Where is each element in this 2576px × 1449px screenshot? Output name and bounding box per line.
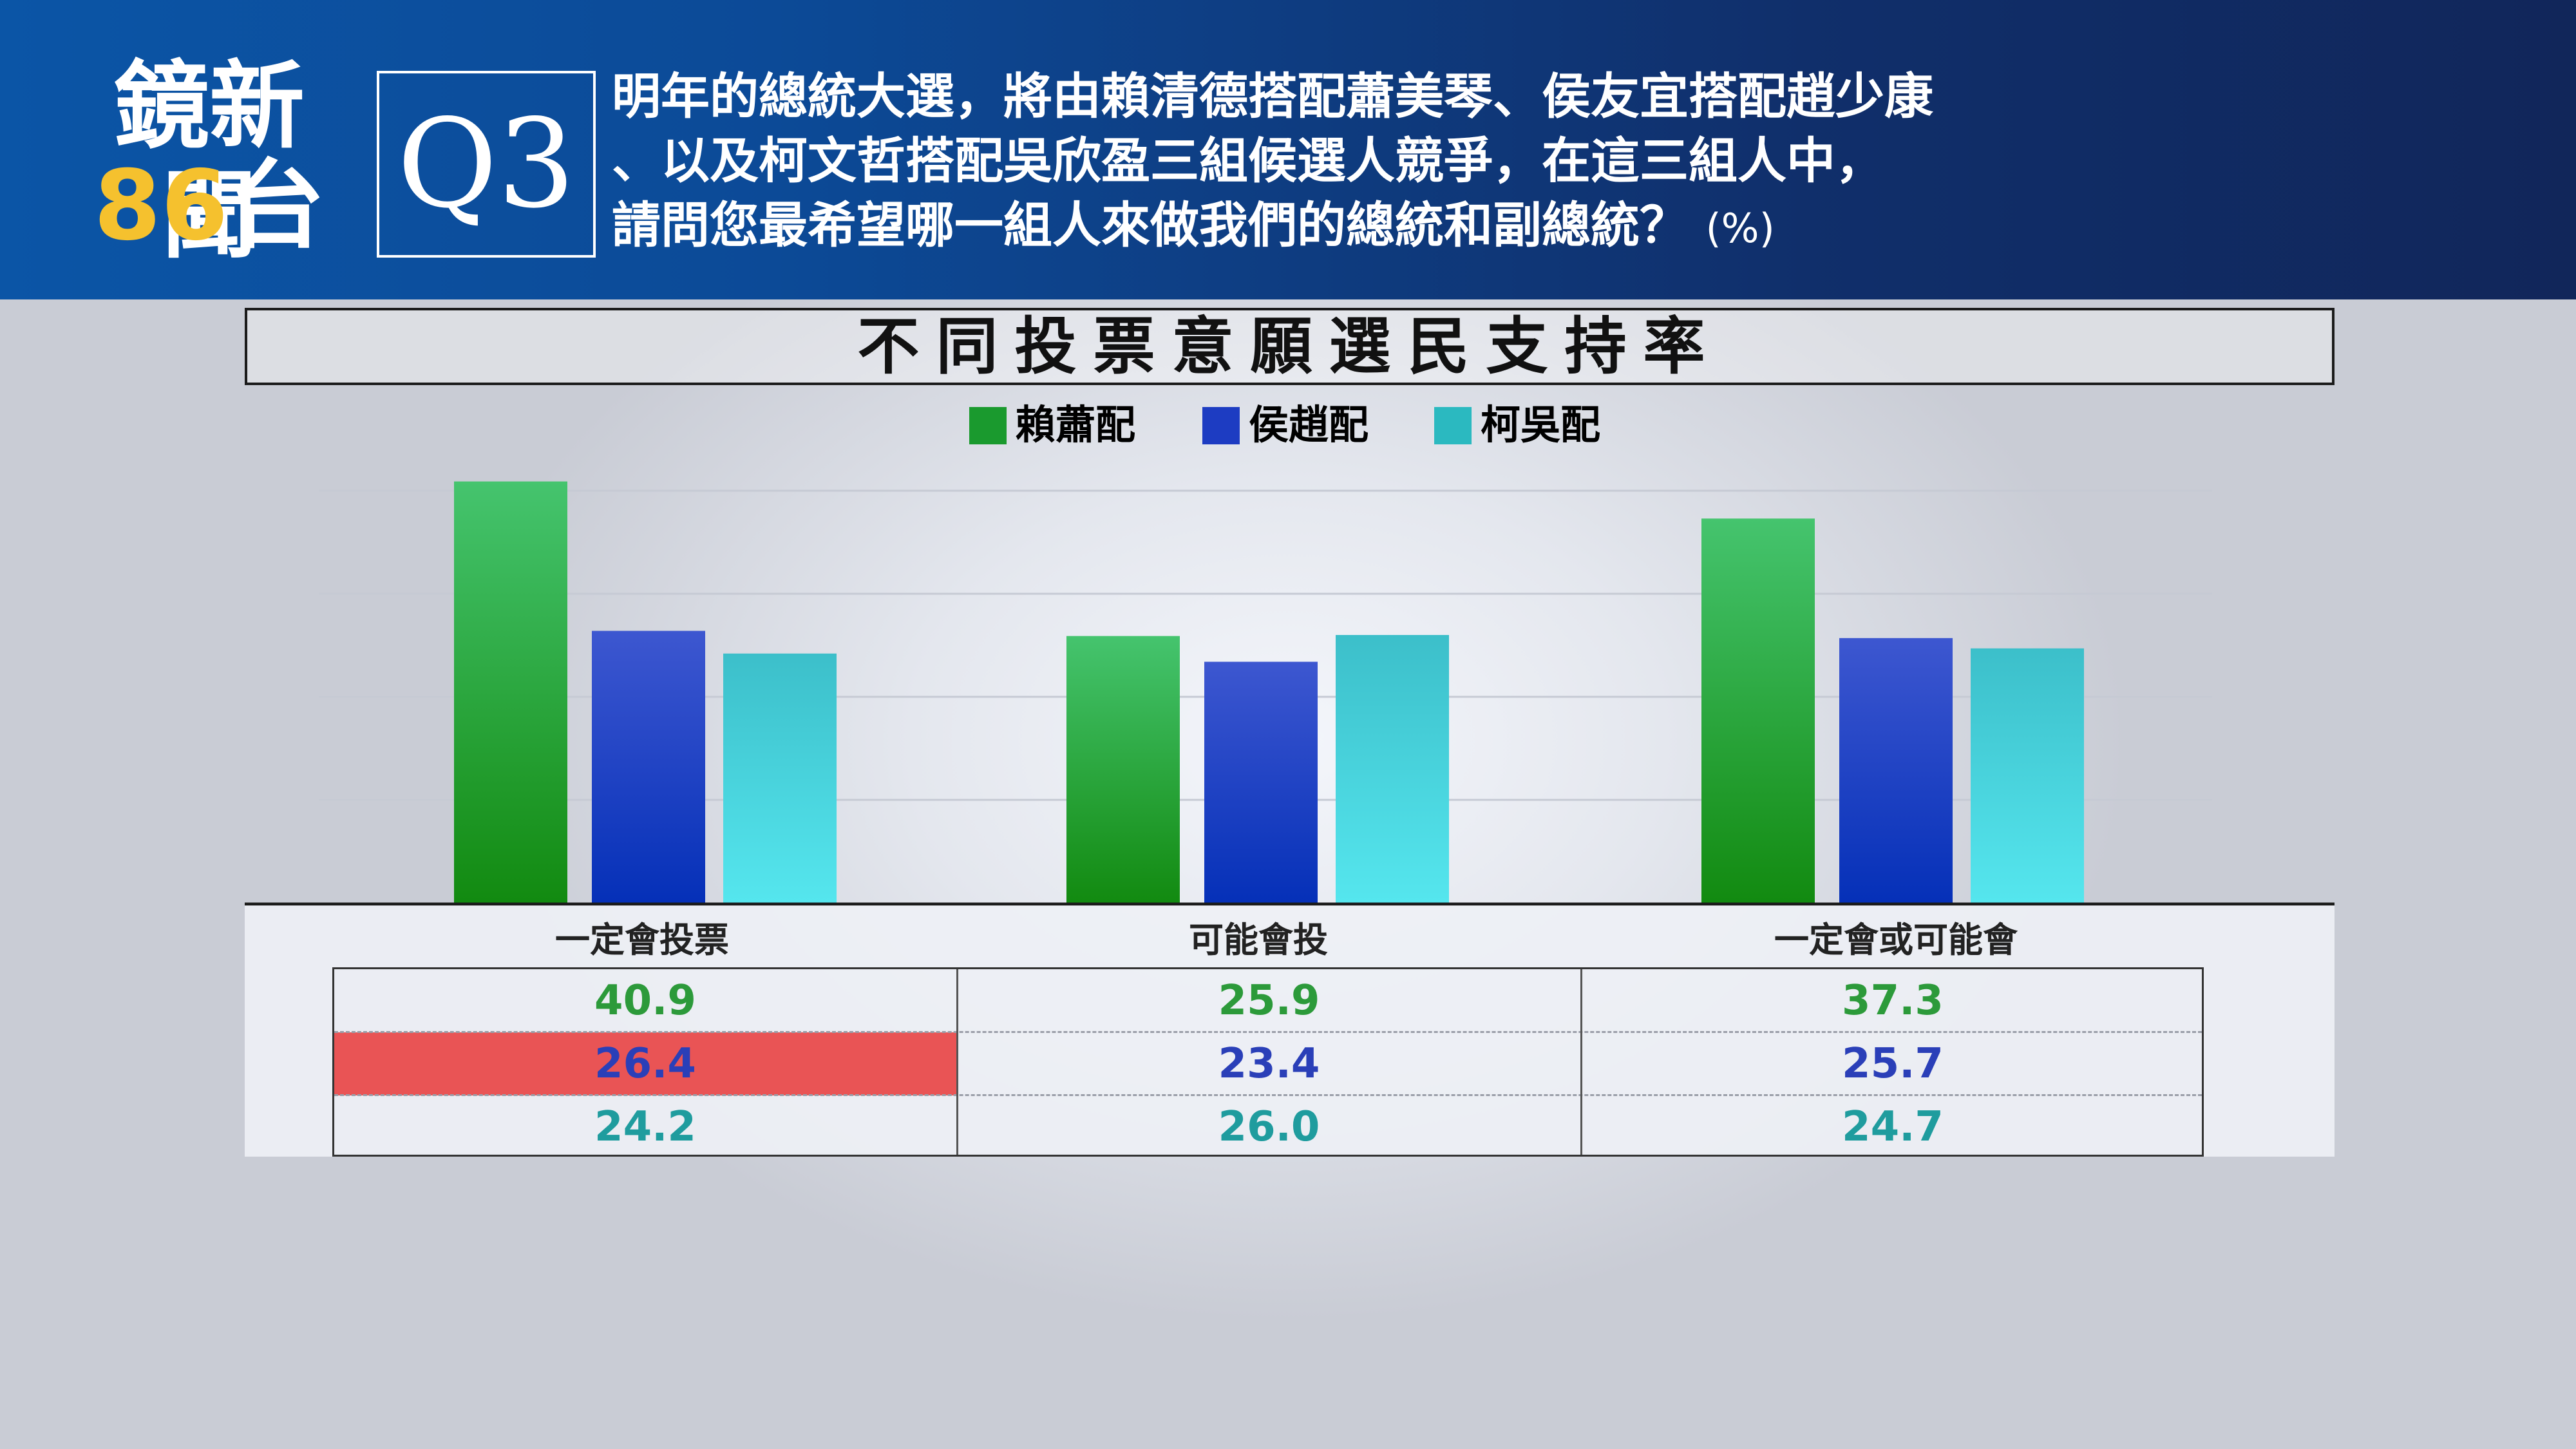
legend-label-lai-hsiao: 賴蕭配 <box>1016 401 1136 448</box>
value-label-hou-chao-0: 26.4 <box>594 1040 696 1088</box>
question-number: Q3 <box>377 71 596 258</box>
question-unit: (%) <box>1705 205 1775 252</box>
value-label-ko-wu-1: 26.0 <box>1218 1103 1320 1151</box>
bar-lai-hsiao-0 <box>454 481 567 903</box>
value-label-hou-chao-2: 25.7 <box>1842 1040 1944 1088</box>
legend-label-hou-chao: 侯趙配 <box>1249 401 1369 448</box>
bar-hou-chao-1 <box>1204 661 1318 903</box>
value-label-hou-chao-1: 23.4 <box>1218 1040 1320 1088</box>
channel-number: 86台 <box>71 155 348 258</box>
value-label-ko-wu-0: 24.2 <box>594 1103 696 1151</box>
table-row-divider <box>334 1031 2202 1033</box>
legend-swatch-lai-hsiao <box>969 407 1007 444</box>
question-line-2: 、以及柯文哲搭配吳欣盈三組候選人競爭，在這三組人中， <box>612 132 1884 189</box>
channel-number-suffix: 台 <box>228 150 325 262</box>
bar-lai-hsiao-2 <box>1701 518 1815 903</box>
question-line-3-text: 請問您最希望哪一組人來做我們的總統和副總統？ <box>612 196 1689 254</box>
bar-ko-wu-2 <box>1971 648 2084 903</box>
channel-logo: 鏡新聞 86台 <box>71 52 348 270</box>
table-column-divider <box>1580 969 1582 1155</box>
value-label-ko-wu-2: 24.7 <box>1842 1103 1944 1151</box>
value-label-lai-hsiao-1: 25.9 <box>1218 977 1320 1025</box>
value-label-lai-hsiao-2: 37.3 <box>1842 977 1944 1025</box>
category-label-may-vote: 可能會投 <box>1189 920 1328 960</box>
table-row-divider <box>334 1094 2202 1096</box>
chart-title: 不同投票意願選民支持率 <box>245 308 2334 385</box>
bar-ko-wu-1 <box>1336 635 1449 903</box>
question-line-1: 明年的總統大選，將由賴清德搭配蕭美琴、侯友宜搭配趙少康 <box>612 68 1933 125</box>
question-text: 明年的總統大選，將由賴清德搭配蕭美琴、侯友宜搭配趙少康 、以及柯文哲搭配吳欣盈三… <box>612 64 2125 261</box>
table-column-divider <box>956 969 958 1155</box>
legend-swatch-hou-chao <box>1202 407 1240 444</box>
value-label-lai-hsiao-0: 40.9 <box>594 977 696 1025</box>
legend-label-ko-wu: 柯吳配 <box>1481 401 1601 448</box>
bar-hou-chao-0 <box>592 630 705 903</box>
category-label-definitely-or-may: 一定會或可能會 <box>1774 920 2018 960</box>
data-table: 40.9 25.9 37.3 26.4 23.4 25.7 24.2 26.0 24.7 <box>332 967 2204 1157</box>
legend-swatch-ko-wu <box>1434 407 1472 444</box>
brand-name: 鏡新聞 <box>114 51 305 271</box>
highlight-cell <box>334 1032 958 1095</box>
category-label-definitely-vote: 一定會投票 <box>555 920 729 960</box>
question-line-3: 請問您最希望哪一組人來做我們的總統和副總統？ (%) <box>612 193 2125 261</box>
bar-ko-wu-0 <box>723 653 837 903</box>
channel-number-digits: 86 <box>93 150 229 262</box>
bar-hou-chao-2 <box>1839 638 1953 903</box>
header-banner: 鏡新聞 86台 Q3 明年的總統大選，將由賴清德搭配蕭美琴、侯友宜搭配趙少康 、… <box>0 0 2576 299</box>
bar-lai-hsiao-1 <box>1066 636 1180 903</box>
